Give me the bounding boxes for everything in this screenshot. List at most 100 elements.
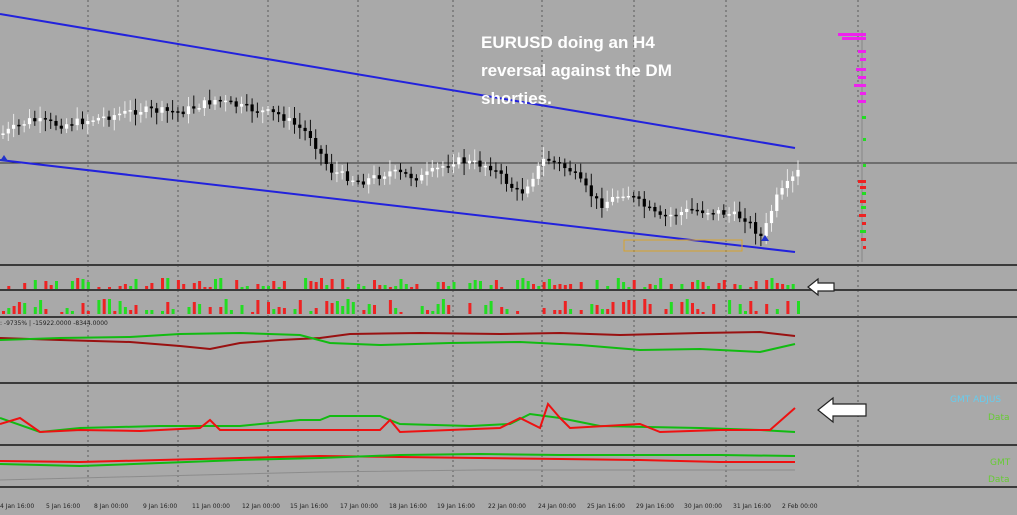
hist-bar — [362, 286, 366, 289]
hist-bar — [123, 284, 127, 289]
hist-bar — [97, 287, 101, 289]
candle-body — [70, 124, 74, 126]
x-tick-label: 15 Jan 16:00 — [290, 503, 328, 510]
hist-bar — [669, 302, 673, 314]
candle-body — [785, 180, 789, 189]
x-tick-label: 31 Jan 16:00 — [733, 503, 771, 510]
candle-body — [383, 176, 387, 179]
hist-bar — [346, 287, 350, 289]
hist-bar — [744, 311, 747, 314]
hist-bar — [590, 304, 594, 314]
hist-bar — [145, 310, 149, 314]
osc1-red-line — [0, 330, 796, 351]
candle-body — [780, 188, 784, 195]
x-tick-label: 11 Jan 00:00 — [192, 503, 230, 510]
candle-body — [144, 106, 148, 113]
candle-body — [632, 195, 636, 198]
candle-body — [557, 162, 562, 164]
hist-bar — [786, 285, 790, 289]
candle-body — [38, 118, 42, 122]
candle-body — [473, 160, 477, 163]
candle-body — [722, 210, 726, 215]
hist-bar — [277, 307, 281, 314]
hist-bar — [691, 303, 694, 314]
candle-body — [255, 111, 259, 113]
hist-bar — [118, 286, 122, 289]
candle-body — [520, 189, 524, 194]
hist-bar — [659, 278, 663, 289]
hist-bar — [182, 284, 186, 289]
hist-bar — [691, 282, 694, 289]
hist-bar — [468, 283, 472, 289]
hist-bar — [240, 305, 244, 314]
hist-bar — [616, 278, 620, 289]
profile-bar — [858, 100, 866, 103]
x-tick-label: 8 Jan 00:00 — [94, 503, 128, 510]
hist-bar — [722, 280, 726, 289]
hist-bar — [447, 286, 451, 289]
candle-body — [330, 163, 334, 173]
volume-histogram — [2, 278, 800, 314]
hist-bar — [224, 299, 228, 314]
data-label-2: Data — [988, 475, 1010, 485]
x-tick-label: 4 Jan 16:00 — [0, 503, 34, 510]
hist-bar — [129, 310, 133, 314]
candle-body — [769, 210, 774, 224]
profile-bar — [863, 246, 866, 249]
hist-bar — [298, 300, 302, 314]
candle-body — [75, 118, 79, 126]
hist-bar — [309, 281, 313, 289]
candle-body — [218, 99, 222, 102]
x-tick-label: 12 Jan 00:00 — [242, 503, 280, 510]
candle-body — [33, 118, 37, 122]
candle-body — [478, 160, 482, 167]
hist-bar — [579, 282, 583, 289]
candle-body — [642, 198, 646, 207]
candle-body — [239, 103, 244, 107]
hist-bar — [229, 310, 233, 314]
hist-bar — [765, 304, 769, 314]
candle-body — [171, 110, 175, 113]
hist-bar — [108, 287, 111, 289]
candle-body — [181, 111, 185, 115]
candle-body — [504, 173, 509, 184]
candle-body — [133, 110, 138, 115]
candle-body — [292, 118, 297, 125]
hist-bar — [325, 301, 329, 314]
candle-body — [324, 153, 328, 164]
profile-bar — [854, 84, 866, 87]
candle-body — [282, 114, 286, 121]
candle-body — [542, 158, 546, 166]
hist-bar — [553, 310, 557, 314]
hist-bar — [394, 308, 398, 314]
candle-body — [86, 120, 90, 125]
hist-bar — [267, 286, 270, 289]
candle-body — [345, 171, 350, 181]
candle-body — [1, 133, 5, 135]
hist-bar — [394, 286, 398, 289]
annotation-line-1: EURUSD doing an H4 — [481, 33, 655, 52]
candle-body — [616, 196, 620, 199]
hist-bar — [410, 287, 414, 289]
candle-body — [658, 211, 662, 215]
candle-body — [552, 160, 556, 163]
candle-body — [748, 221, 752, 224]
candle-body — [128, 110, 132, 112]
candle-body — [271, 109, 275, 113]
hist-bar — [373, 280, 376, 289]
osc2-red-line — [0, 402, 796, 434]
candle-body — [674, 214, 678, 217]
candle-body — [791, 176, 795, 181]
hist-bar — [341, 279, 345, 289]
hist-bar — [118, 301, 122, 314]
hist-bar — [60, 312, 64, 314]
candle-body — [298, 124, 302, 128]
hist-bar — [44, 309, 48, 314]
hist-bar — [399, 279, 403, 289]
candle-body — [266, 109, 270, 111]
hist-bar — [404, 284, 408, 289]
hist-bar — [701, 282, 705, 289]
hist-bar — [569, 284, 573, 289]
hist-bar — [563, 285, 567, 289]
x-tick-label: 9 Jan 16:00 — [143, 503, 177, 510]
